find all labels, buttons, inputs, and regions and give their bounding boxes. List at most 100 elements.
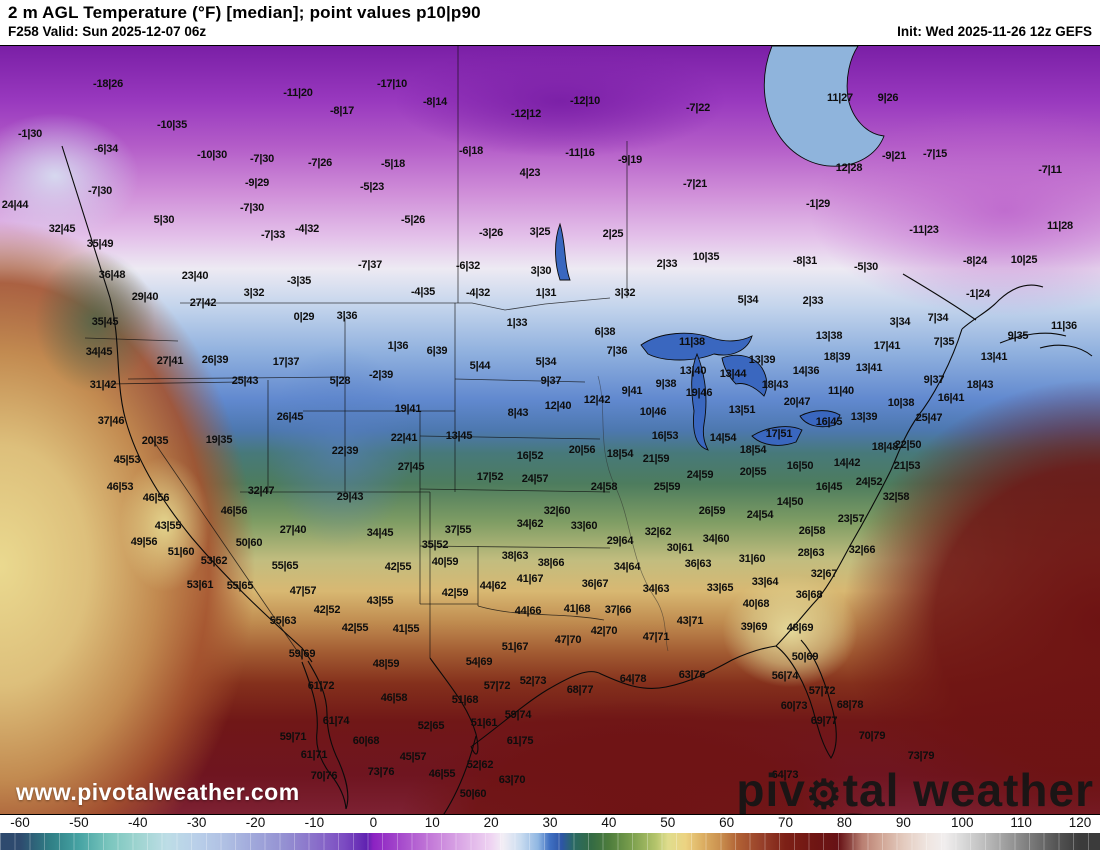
point-value: 47|71 [642, 631, 670, 643]
point-value: 52|62 [466, 759, 494, 771]
point-value: 46|56 [142, 492, 170, 504]
point-value: 8|43 [507, 407, 529, 419]
point-value: -1|24 [965, 288, 991, 300]
point-value: 22|39 [331, 445, 359, 457]
point-value: 24|44 [1, 199, 29, 211]
colorbar-tick: 30 [542, 815, 558, 830]
point-value: 1|36 [387, 340, 409, 352]
point-value: -5|18 [380, 158, 406, 170]
point-value: 39|69 [740, 621, 768, 633]
point-value: -2|39 [368, 369, 394, 381]
point-value: 17|37 [272, 356, 300, 368]
point-value: 60|68 [352, 735, 380, 747]
point-value: 13|38 [815, 330, 843, 342]
colorbar-tick: 60 [719, 815, 735, 830]
point-value: -7|26 [307, 157, 333, 169]
point-value: -7|30 [249, 153, 275, 165]
point-value: 28|63 [797, 547, 825, 559]
point-value: 14|36 [792, 365, 820, 377]
point-value: 3|32 [614, 287, 636, 299]
point-value: -8|24 [962, 255, 988, 267]
point-value: 11|36 [1051, 320, 1077, 332]
state-border-sd-ne [419, 435, 601, 440]
point-value: 17|41 [873, 340, 901, 352]
st-lawrence-river [902, 273, 977, 321]
gulf-coastline [471, 645, 777, 747]
point-value: 51|67 [501, 641, 529, 653]
point-value: 9|26 [877, 92, 899, 104]
point-value: 23|40 [181, 270, 209, 282]
red-river-border [477, 605, 605, 621]
point-value: 27|40 [279, 524, 307, 536]
point-value: 50|60 [459, 788, 487, 800]
point-value: 7|36 [606, 345, 628, 357]
init-time-label: Init: Wed 2025-11-26 12z GEFS [897, 24, 1092, 39]
point-value: 64|78 [619, 673, 647, 685]
point-value: 73|76 [367, 766, 395, 778]
point-value: 60|73 [780, 700, 808, 712]
point-value: 51|68 [451, 694, 479, 706]
point-value: -10|30 [196, 149, 228, 161]
point-value: 18|54 [606, 448, 634, 460]
colorbar-tick: 110 [1010, 815, 1032, 830]
state-border-tx-panhandle [420, 546, 479, 606]
point-value: 31|60 [738, 553, 766, 565]
point-value: 70|79 [858, 730, 886, 742]
point-value: 18|54 [739, 444, 767, 456]
state-border-ne-ks [419, 488, 611, 493]
colorbar-gradient [0, 833, 1100, 850]
colorbar-tick: -30 [186, 815, 207, 830]
point-value: 13|41 [855, 362, 883, 374]
colorbar-tick: 70 [778, 815, 794, 830]
point-value: 42|70 [590, 625, 618, 637]
point-value: 2|33 [802, 295, 824, 307]
point-value: -18|26 [92, 78, 124, 90]
point-value: -1|29 [805, 198, 831, 210]
point-value: 10|25 [1010, 254, 1038, 266]
state-border-ca-nv [149, 435, 303, 659]
geography-overlay [61, 46, 1093, 814]
point-value: -7|33 [260, 229, 286, 241]
point-value: 55|63 [269, 615, 297, 627]
point-value: -3|35 [286, 275, 312, 287]
point-value: 10|35 [692, 251, 720, 263]
point-value: 59|71 [279, 731, 307, 743]
point-value: -6|18 [458, 145, 484, 157]
map-title: 2 m AGL Temperature (°F) [median]; point… [8, 3, 481, 22]
point-value: -9|19 [617, 154, 643, 166]
point-value: 69|77 [810, 715, 838, 727]
point-value: 2|33 [656, 258, 678, 270]
point-value: 24|54 [746, 509, 774, 521]
state-border-id-nv [127, 376, 346, 380]
point-value: -11|16 [565, 147, 595, 159]
point-value: 5|34 [535, 356, 557, 368]
point-value: 52|65 [417, 720, 445, 732]
point-value: 57|72 [483, 680, 511, 692]
point-value: 61|74 [322, 715, 350, 727]
point-value: 37|66 [604, 604, 632, 616]
point-value: -7|30 [87, 185, 113, 197]
point-value: 13|40 [679, 365, 707, 377]
maritimes-coast [999, 332, 1093, 357]
florida-peninsula [775, 639, 837, 760]
state-border-wa-or [84, 337, 179, 342]
point-value: 31|42 [89, 379, 117, 391]
point-value: 19|35 [205, 434, 233, 446]
point-value: -7|30 [239, 202, 265, 214]
point-value: 20|35 [141, 435, 169, 447]
point-value: 34|45 [366, 527, 394, 539]
point-value: 35|49 [86, 238, 114, 250]
point-value: 4|23 [519, 167, 541, 179]
point-value: 9|38 [655, 378, 677, 390]
point-value: 0|29 [293, 311, 315, 323]
point-value: 55|65 [226, 580, 254, 592]
point-value: 14|54 [709, 432, 737, 444]
pivotal-weather-logo: piv⚙tal weather [736, 764, 1094, 815]
point-value: 49|56 [130, 536, 158, 548]
point-value: 68|78 [836, 699, 864, 711]
point-value: 29|64 [606, 535, 634, 547]
point-value: 16|53 [651, 430, 679, 442]
point-value: 7|35 [933, 336, 955, 348]
mississippi-river [597, 375, 669, 652]
